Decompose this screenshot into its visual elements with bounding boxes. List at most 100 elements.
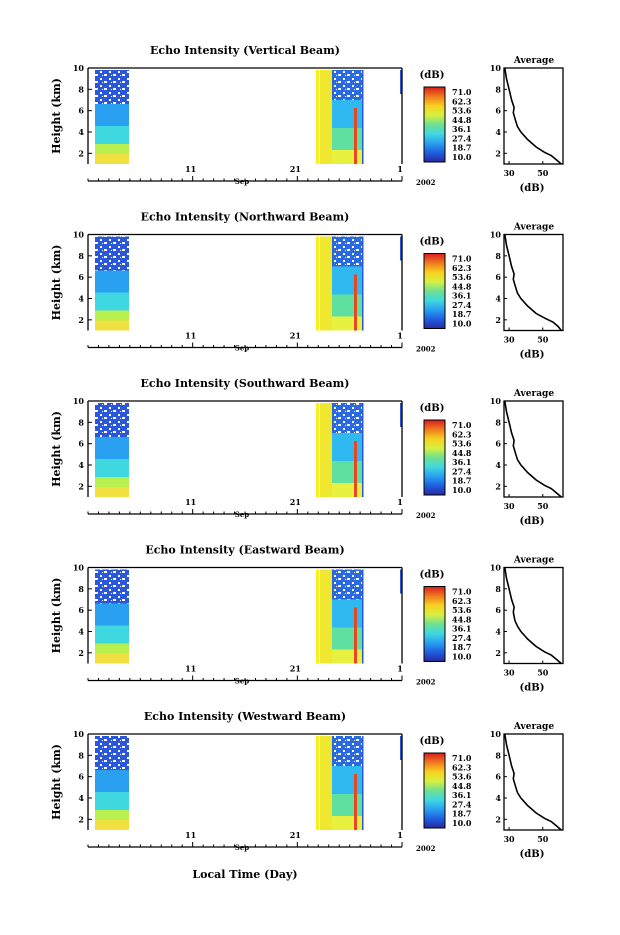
y-tick-label: 4 xyxy=(78,294,84,304)
colorbar-unit: (dB) xyxy=(420,736,445,747)
profile-x-tick-label: 30 xyxy=(503,335,515,345)
profile-frame xyxy=(503,733,564,831)
heatmap-plot xyxy=(95,569,402,664)
x-tick-label: 1 xyxy=(397,497,403,507)
colorbar-tick-label: 71.0 xyxy=(452,753,472,763)
colorbar-tick-label: 36.1 xyxy=(452,624,471,634)
data-block xyxy=(332,461,362,483)
colorbar xyxy=(423,86,446,163)
y-tick-label: 2 xyxy=(78,315,84,325)
profile-y-tick-label: 10 xyxy=(490,729,502,739)
colorbar-tick-label: 18.7 xyxy=(452,642,471,652)
x-tick-label: 21 xyxy=(290,164,301,174)
data-block xyxy=(332,150,362,164)
colorbar-tick-label: 62.3 xyxy=(452,596,472,606)
month-label: Sep xyxy=(235,510,250,519)
colorbar xyxy=(423,752,446,829)
data-block xyxy=(332,266,362,295)
colorbar-tick-label: 44.8 xyxy=(452,614,472,624)
profile-y-tick-label: 6 xyxy=(495,272,501,282)
colorbar-tick-label: 27.4 xyxy=(452,466,472,476)
average-profile-line xyxy=(504,400,562,498)
data-block xyxy=(400,70,402,94)
month-label: Sep xyxy=(235,843,250,852)
profile-frame xyxy=(503,233,564,332)
colorbar-tick-label: 44.8 xyxy=(452,115,472,125)
y-tick-label: 8 xyxy=(78,750,84,760)
y-tick-label: 6 xyxy=(78,772,84,782)
x-tick-label: 11 xyxy=(185,164,196,174)
year-label: 2002 xyxy=(416,511,436,520)
y-axis-label: Height (km) xyxy=(50,245,63,321)
data-gaps xyxy=(95,403,129,437)
profile-y-tick-label: 6 xyxy=(495,106,501,116)
average-profile-line xyxy=(504,567,562,665)
colorbar-tick-label: 62.3 xyxy=(452,96,472,106)
colorbar-tick-label: 27.4 xyxy=(452,133,472,143)
profile-y-tick-label: 10 xyxy=(490,563,502,573)
colorbar-tick-label: 10.0 xyxy=(452,319,472,329)
colorbar-tick-label: 36.1 xyxy=(452,790,471,800)
colorbar-tick-label: 71.0 xyxy=(452,87,472,97)
profile-y-tick-label: 8 xyxy=(495,584,501,594)
y-tick-label: 4 xyxy=(78,793,84,803)
x-tick-label: 21 xyxy=(290,497,301,507)
profile-frame xyxy=(503,566,564,665)
data-block xyxy=(332,294,362,317)
panel-title: Echo Intensity (Vertical Beam) xyxy=(150,44,340,57)
colorbar-tick-label: 27.4 xyxy=(452,633,472,643)
data-block xyxy=(95,437,129,459)
colorbar-tick-label: 18.7 xyxy=(452,476,471,486)
panel-2: Echo Intensity (Northward Beam) Height (k… xyxy=(50,211,564,361)
profile-y-tick-label: 2 xyxy=(495,814,501,824)
data-block xyxy=(95,820,129,830)
data-block xyxy=(320,569,332,664)
data-gaps xyxy=(332,569,362,600)
y-axis-label: Height (km) xyxy=(50,411,63,487)
data-block xyxy=(95,459,129,477)
profile-y-tick-label: 10 xyxy=(490,63,502,73)
profile-y-tick-label: 4 xyxy=(495,294,501,304)
colorbar-tick-label: 71.0 xyxy=(452,587,472,597)
data-block xyxy=(95,154,129,164)
data-block xyxy=(95,320,129,331)
profile-y-tick-label: 10 xyxy=(490,396,502,406)
average-profile-line xyxy=(504,234,562,331)
colorbar-unit: (dB) xyxy=(420,570,445,581)
y-tick-label: 6 xyxy=(78,106,84,116)
profile-x-tick-label: 50 xyxy=(537,501,549,511)
x-tick-label: 11 xyxy=(185,664,196,674)
data-block xyxy=(95,310,129,321)
data-block xyxy=(95,643,129,654)
profile-frame xyxy=(503,400,564,498)
colorbar-tick-label: 62.3 xyxy=(452,429,472,439)
colorbar-tick-label: 71.0 xyxy=(452,254,472,264)
y-tick-label: 6 xyxy=(78,605,84,615)
data-block xyxy=(95,104,129,126)
data-gaps xyxy=(332,70,362,100)
colorbar-tick-label: 44.8 xyxy=(452,448,472,458)
y-tick-label: 4 xyxy=(78,627,84,637)
colorbar-tick-label: 10.0 xyxy=(452,485,472,495)
y-tick-label: 10 xyxy=(73,729,85,739)
profile-x-tick-label: 30 xyxy=(503,168,515,178)
panel-title: Echo Intensity (Eastward Beam) xyxy=(145,544,344,557)
colorbar-tick-label: 18.7 xyxy=(452,143,471,153)
x-tick-label: 11 xyxy=(185,331,196,341)
profile-title: Average xyxy=(513,556,554,566)
y-axis-label: Height (km) xyxy=(50,744,63,820)
profile-y-tick-label: 6 xyxy=(495,772,501,782)
data-block xyxy=(332,627,362,650)
data-block xyxy=(400,236,402,261)
panel-4: Echo Intensity (Eastward Beam) Height (km… xyxy=(50,544,564,694)
data-block xyxy=(95,292,129,311)
data-block xyxy=(362,236,364,331)
colorbar-tick-label: 10.0 xyxy=(452,152,472,162)
panel-title: Echo Intensity (Westward Beam) xyxy=(144,710,346,723)
data-block xyxy=(320,70,332,164)
profile-y-tick-label: 10 xyxy=(490,230,502,240)
data-block xyxy=(320,403,332,497)
profile-y-tick-label: 2 xyxy=(495,648,501,658)
data-streak xyxy=(354,607,357,664)
heatmap-plot xyxy=(95,70,402,164)
